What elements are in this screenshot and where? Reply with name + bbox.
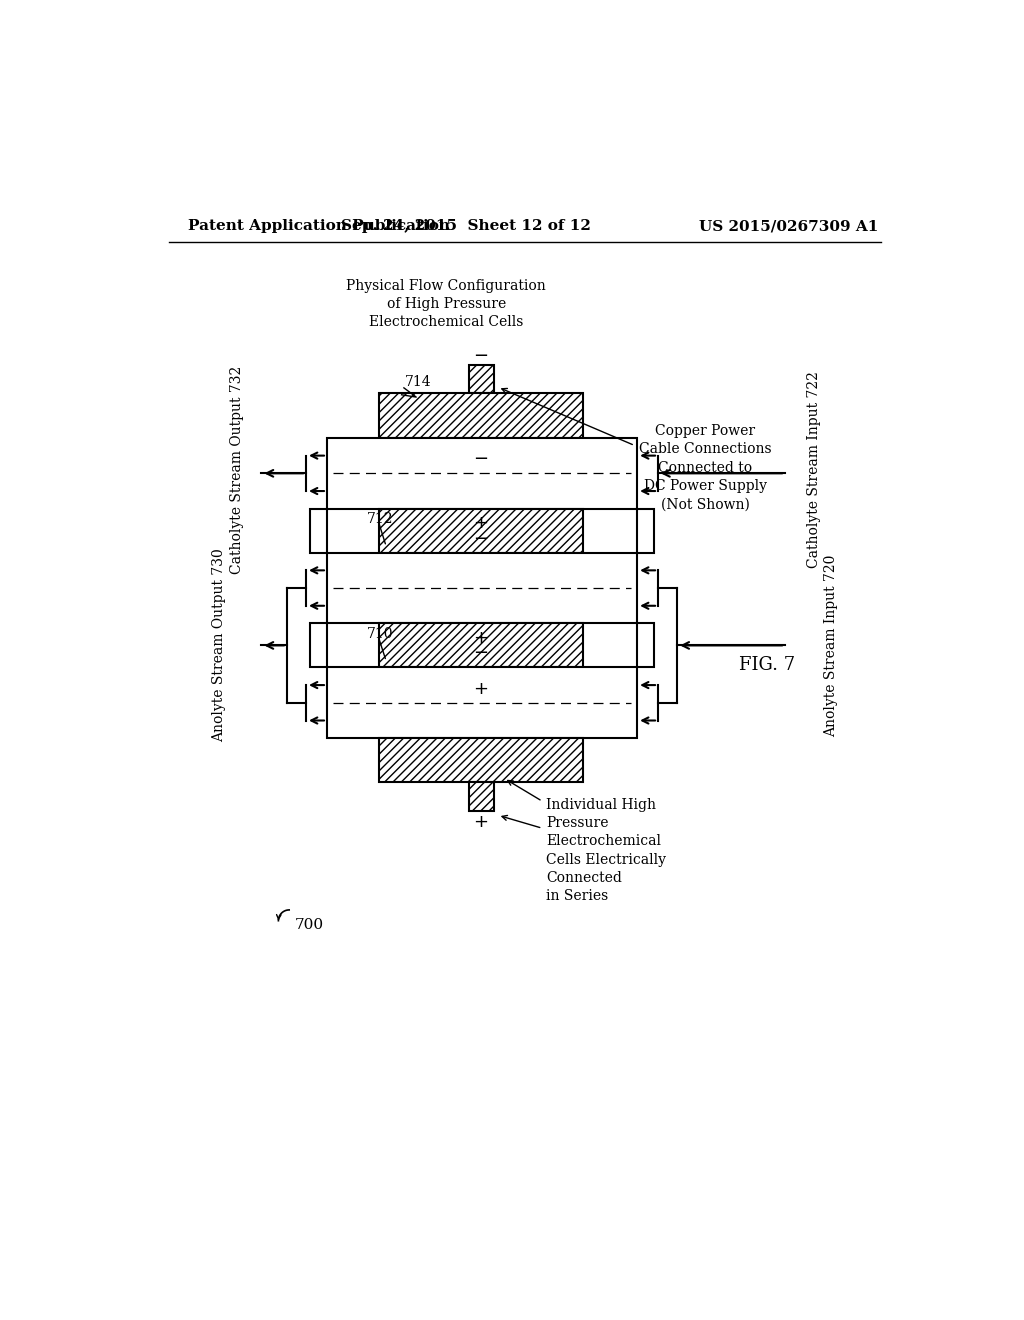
Text: −: − <box>473 450 488 469</box>
Bar <box>469 364 494 393</box>
Text: 714: 714 <box>404 375 431 388</box>
Text: +: + <box>473 680 488 698</box>
Text: Physical Flow Configuration
of High Pressure
Electrochemical Cells: Physical Flow Configuration of High Pres… <box>346 279 546 330</box>
Text: +: + <box>473 515 488 532</box>
Text: FIG. 7: FIG. 7 <box>739 656 795 675</box>
Bar <box>637 508 654 553</box>
Text: −: − <box>473 644 488 663</box>
Text: Catholyte Stream Output 732: Catholyte Stream Output 732 <box>229 366 244 574</box>
Bar <box>469 781 494 812</box>
Text: +: + <box>473 628 488 647</box>
Text: −: − <box>473 347 488 364</box>
Text: 700: 700 <box>295 917 324 932</box>
Text: Anolyte Stream Output 730: Anolyte Stream Output 730 <box>212 549 226 742</box>
Text: Sep. 24, 2015  Sheet 12 of 12: Sep. 24, 2015 Sheet 12 of 12 <box>341 219 591 234</box>
Text: Patent Application Publication: Patent Application Publication <box>188 219 451 234</box>
Bar <box>327 553 637 623</box>
Bar <box>327 438 637 508</box>
Text: Individual High
Pressure
Electrochemical
Cells Electrically
Connected
in Series: Individual High Pressure Electrochemical… <box>547 797 667 903</box>
Bar <box>310 508 327 553</box>
Bar <box>637 623 654 668</box>
Text: Anolyte Stream Input 720: Anolyte Stream Input 720 <box>824 554 839 737</box>
Bar <box>379 393 584 438</box>
Text: Catholyte Stream Input 722: Catholyte Stream Input 722 <box>807 371 821 568</box>
Text: −: − <box>473 529 488 548</box>
Bar <box>379 508 584 553</box>
Bar <box>327 668 637 738</box>
Text: US 2015/0267309 A1: US 2015/0267309 A1 <box>699 219 879 234</box>
Bar <box>379 623 584 668</box>
Text: 712: 712 <box>367 512 393 525</box>
Text: +: + <box>473 813 488 832</box>
Text: 710: 710 <box>367 627 393 642</box>
Bar <box>310 623 327 668</box>
Text: Copper Power
Cable Connections
Connected to
DC Power Supply
(Not Shown): Copper Power Cable Connections Connected… <box>639 424 771 512</box>
Bar <box>379 738 584 781</box>
